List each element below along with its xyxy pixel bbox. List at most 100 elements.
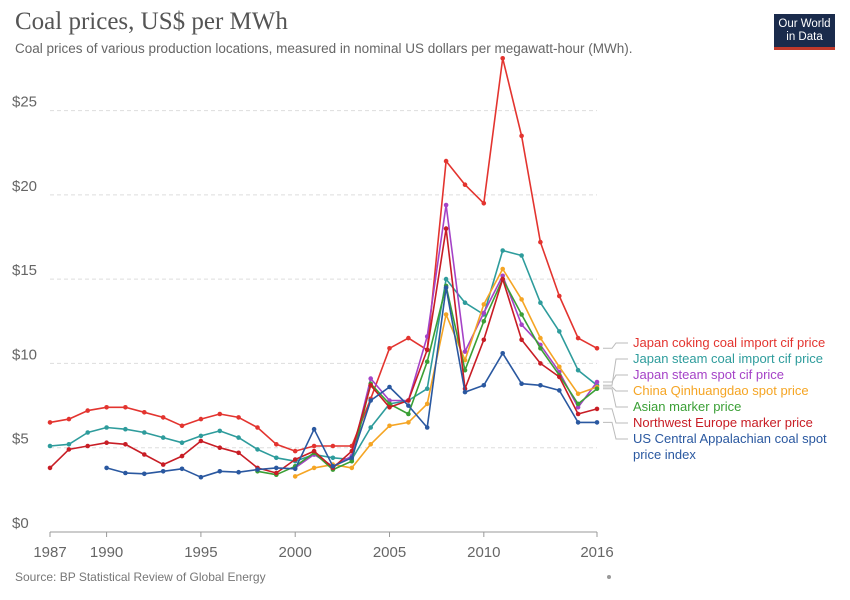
data-point[interactable] bbox=[179, 423, 185, 429]
data-point[interactable] bbox=[443, 202, 449, 208]
data-point[interactable] bbox=[85, 430, 90, 435]
data-point[interactable] bbox=[179, 453, 185, 459]
data-point[interactable] bbox=[519, 253, 524, 258]
data-point[interactable] bbox=[292, 474, 298, 479]
data-point[interactable] bbox=[330, 464, 336, 469]
data-point[interactable] bbox=[500, 248, 506, 253]
data-point[interactable] bbox=[217, 428, 223, 434]
legend-label[interactable]: US Central Appalachian coal spot bbox=[633, 431, 827, 446]
data-point[interactable] bbox=[104, 440, 109, 446]
data-point[interactable] bbox=[160, 415, 166, 420]
legend-entry[interactable]: Asian marker price bbox=[603, 388, 741, 414]
data-point[interactable] bbox=[538, 361, 543, 366]
data-point[interactable] bbox=[575, 391, 581, 397]
data-point[interactable] bbox=[575, 411, 581, 417]
series-line[interactable] bbox=[49, 57, 598, 452]
legend[interactable]: Japan coking coal import cif priceJapan … bbox=[603, 335, 827, 462]
data-point[interactable] bbox=[575, 405, 581, 410]
data-point[interactable] bbox=[519, 133, 524, 139]
data-point[interactable] bbox=[292, 448, 298, 454]
data-point[interactable] bbox=[198, 416, 204, 422]
data-point[interactable] bbox=[594, 386, 600, 392]
data-point[interactable] bbox=[104, 465, 109, 471]
data-point[interactable] bbox=[236, 469, 241, 475]
series-line[interactable] bbox=[49, 249, 598, 462]
data-point[interactable] bbox=[481, 319, 487, 324]
data-point[interactable] bbox=[481, 302, 487, 307]
data-point[interactable] bbox=[66, 447, 72, 452]
data-point[interactable] bbox=[123, 405, 128, 410]
legend-entry[interactable]: Japan steam spot cif price bbox=[603, 367, 784, 383]
legend-label[interactable]: Japan steam spot cif price bbox=[633, 367, 784, 382]
data-point[interactable] bbox=[292, 457, 298, 462]
data-point[interactable] bbox=[104, 425, 109, 430]
data-point[interactable] bbox=[217, 469, 223, 474]
data-point[interactable] bbox=[160, 462, 166, 467]
data-point[interactable] bbox=[330, 455, 336, 461]
data-point[interactable] bbox=[198, 438, 204, 444]
legend-label[interactable]: Northwest Europe marker price bbox=[633, 415, 813, 430]
data-point[interactable] bbox=[387, 346, 392, 351]
data-point[interactable] bbox=[594, 379, 600, 385]
data-point[interactable] bbox=[387, 423, 392, 429]
options-dot[interactable] bbox=[607, 575, 611, 579]
data-point[interactable] bbox=[387, 405, 392, 410]
data-point[interactable] bbox=[123, 470, 128, 476]
data-point[interactable] bbox=[368, 376, 374, 381]
data-point[interactable] bbox=[575, 420, 581, 425]
data-point[interactable] bbox=[424, 359, 430, 365]
data-point[interactable] bbox=[142, 430, 147, 435]
data-point[interactable] bbox=[179, 466, 185, 472]
data-point[interactable] bbox=[236, 450, 241, 456]
legend-entry[interactable]: Japan steam coal import cif price bbox=[603, 351, 823, 386]
data-point[interactable] bbox=[85, 408, 90, 413]
data-point[interactable] bbox=[462, 367, 468, 373]
legend-label[interactable]: price index bbox=[633, 447, 696, 462]
data-point[interactable] bbox=[368, 442, 374, 447]
data-point[interactable] bbox=[424, 347, 430, 353]
data-point[interactable] bbox=[462, 389, 468, 395]
data-point[interactable] bbox=[557, 364, 562, 370]
data-point[interactable] bbox=[255, 425, 260, 430]
data-point[interactable] bbox=[123, 426, 128, 432]
data-point[interactable] bbox=[292, 466, 298, 472]
data-point[interactable] bbox=[519, 337, 524, 343]
data-point[interactable] bbox=[481, 383, 487, 388]
series-line[interactable] bbox=[49, 227, 598, 474]
data-point[interactable] bbox=[349, 455, 355, 461]
owid-logo[interactable]: Our World in Data bbox=[774, 14, 835, 50]
data-point[interactable] bbox=[500, 273, 506, 279]
data-point[interactable] bbox=[462, 300, 468, 306]
data-point[interactable] bbox=[179, 440, 185, 446]
data-point[interactable] bbox=[274, 455, 279, 461]
data-point[interactable] bbox=[462, 349, 468, 354]
data-point[interactable] bbox=[538, 239, 543, 245]
data-point[interactable] bbox=[538, 346, 543, 351]
data-point[interactable] bbox=[85, 443, 90, 449]
data-point[interactable] bbox=[47, 465, 53, 471]
data-point[interactable] bbox=[500, 266, 506, 272]
legend-label[interactable]: Asian marker price bbox=[633, 399, 741, 414]
data-point[interactable] bbox=[424, 386, 430, 392]
data-point[interactable] bbox=[142, 471, 147, 477]
series-line[interactable] bbox=[257, 278, 598, 476]
legend-entry[interactable]: China Qinhuangdao spot price bbox=[603, 383, 809, 398]
data-point[interactable] bbox=[47, 420, 53, 425]
data-point[interactable] bbox=[311, 426, 317, 432]
data-point[interactable] bbox=[406, 398, 411, 403]
data-point[interactable] bbox=[462, 182, 468, 187]
data-point[interactable] bbox=[443, 285, 449, 290]
data-point[interactable] bbox=[311, 448, 317, 454]
data-point[interactable] bbox=[66, 416, 72, 422]
data-point[interactable] bbox=[500, 276, 506, 282]
data-point[interactable] bbox=[519, 322, 524, 328]
data-point[interactable] bbox=[311, 443, 317, 449]
data-point[interactable] bbox=[481, 201, 487, 206]
series-5[interactable] bbox=[47, 226, 600, 476]
data-point[interactable] bbox=[330, 443, 336, 449]
data-point[interactable] bbox=[123, 442, 128, 447]
data-point[interactable] bbox=[443, 226, 449, 231]
data-point[interactable] bbox=[500, 56, 506, 61]
data-point[interactable] bbox=[66, 442, 72, 447]
